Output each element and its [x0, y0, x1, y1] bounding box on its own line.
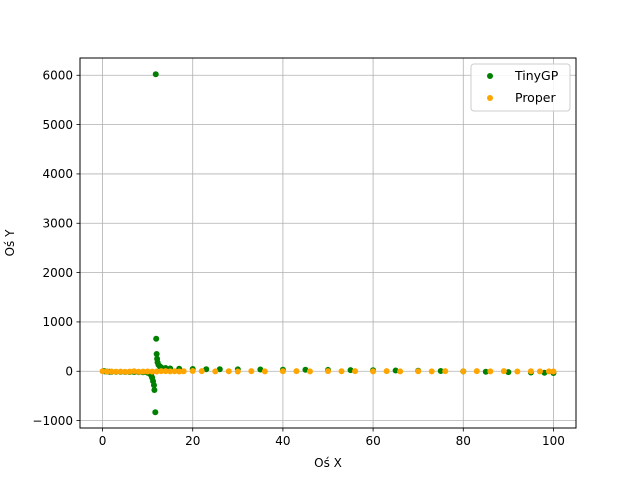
- data-point-proper: [149, 368, 156, 375]
- data-point-proper: [383, 368, 390, 375]
- data-point-tinygp: [151, 387, 158, 394]
- data-point-proper: [167, 368, 174, 375]
- data-point-proper: [234, 368, 241, 375]
- data-point-proper: [428, 368, 435, 375]
- y-tick-label: 5000: [42, 118, 73, 132]
- data-point-proper: [99, 368, 106, 375]
- data-point-tinygp: [437, 368, 444, 375]
- series-proper: [99, 368, 557, 375]
- y-tick-label: 4000: [42, 167, 73, 181]
- data-point-proper: [189, 368, 196, 375]
- data-point-proper: [153, 368, 160, 375]
- y-tick-label: 1000: [42, 315, 73, 329]
- data-point-proper: [325, 368, 331, 375]
- data-point-proper: [536, 368, 543, 375]
- data-point-proper: [171, 368, 178, 375]
- x-tick-label: 40: [275, 434, 290, 448]
- data-point-tinygp: [392, 367, 399, 374]
- data-point-proper: [370, 368, 377, 375]
- data-point-proper: [176, 368, 183, 375]
- data-point-proper: [122, 368, 129, 375]
- legend-label-tinygp: TinyGP: [514, 68, 559, 83]
- data-point-proper: [514, 368, 521, 375]
- legend-box: [470, 63, 571, 112]
- y-tick-label: 6000: [42, 69, 73, 83]
- data-point-proper: [126, 368, 133, 375]
- x-tick-label: 100: [542, 434, 565, 448]
- data-point-tinygp: [347, 367, 354, 374]
- data-point-tinygp: [203, 366, 210, 373]
- data-point-tinygp: [153, 351, 160, 357]
- data-point-proper: [144, 368, 151, 375]
- data-point-proper: [158, 368, 165, 375]
- y-tick-label: 2000: [42, 266, 73, 280]
- data-point-proper: [212, 368, 219, 375]
- data-point-proper: [397, 368, 404, 375]
- data-point-tinygp: [150, 382, 157, 389]
- data-point-proper: [527, 368, 534, 375]
- x-axis-label: Oś X: [314, 456, 342, 470]
- data-point-proper: [473, 368, 480, 375]
- axis-ticks: 0 20 40 60 80 100 −1000 0 1000 2000 3000 4000 5000 60…: [32, 69, 565, 448]
- legend: TinyGP Proper: [470, 63, 571, 112]
- data-point-proper: [198, 368, 205, 375]
- data-point-tinygp: [153, 335, 160, 342]
- data-point-proper: [352, 368, 359, 375]
- data-point-proper: [442, 368, 449, 375]
- data-point-proper: [415, 368, 422, 375]
- data-point-proper: [293, 368, 300, 375]
- data-point-proper: [162, 368, 169, 375]
- data-point-proper: [131, 368, 138, 375]
- data-point-proper: [550, 368, 557, 375]
- y-tick-label: −1000: [32, 414, 73, 428]
- data-point-proper: [306, 368, 313, 375]
- data-point-tinygp: [257, 366, 264, 373]
- data-point-proper: [487, 368, 494, 375]
- legend-marker-proper: [487, 95, 493, 101]
- data-point-proper: [108, 368, 115, 375]
- data-point-proper: [460, 368, 467, 375]
- data-point-proper: [500, 368, 507, 375]
- x-tick-label: 0: [99, 434, 107, 448]
- data-point-proper: [225, 368, 232, 375]
- legend-label-proper: Proper: [515, 90, 556, 105]
- data-series: [99, 71, 557, 416]
- y-axis-label: Oś Y: [3, 229, 17, 257]
- data-point-proper: [545, 368, 552, 375]
- data-point-tinygp: [482, 368, 489, 375]
- data-point-proper: [140, 368, 147, 375]
- data-point-tinygp: [216, 366, 223, 373]
- y-tick-label: 3000: [42, 217, 73, 231]
- data-point-proper: [248, 368, 255, 375]
- data-point-tinygp: [505, 369, 512, 376]
- legend-marker-tinygp: [487, 73, 493, 79]
- x-tick-label: 60: [365, 434, 380, 448]
- data-point-proper: [135, 368, 142, 375]
- data-point-proper: [180, 368, 187, 375]
- x-tick-label: 20: [185, 434, 200, 448]
- y-tick-label: 0: [65, 365, 73, 379]
- data-point-tinygp: [302, 366, 309, 373]
- x-tick-label: 80: [456, 434, 471, 448]
- plot-frame: [79, 57, 577, 429]
- data-point-proper: [279, 368, 286, 375]
- data-point-tinygp: [152, 71, 159, 78]
- data-point-proper: [261, 368, 268, 375]
- data-point-proper: [338, 368, 345, 375]
- data-point-proper: [104, 368, 111, 375]
- data-point-proper: [117, 368, 124, 375]
- data-point-proper: [113, 368, 120, 375]
- data-point-tinygp: [541, 369, 548, 376]
- data-point-tinygp: [152, 409, 159, 416]
